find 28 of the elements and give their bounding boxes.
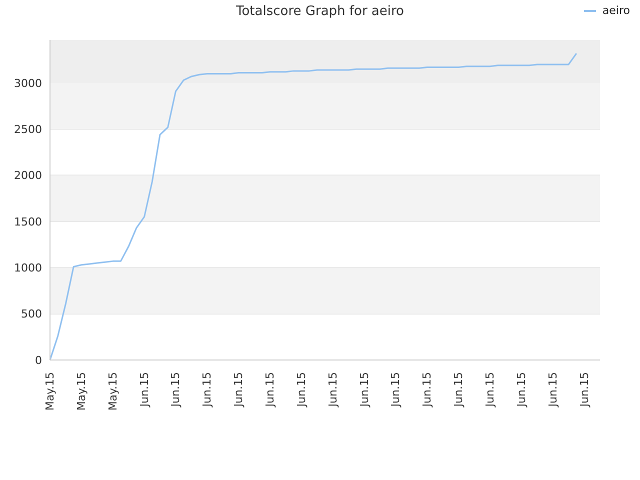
y-tick-label: 3000 <box>14 76 42 90</box>
y-tick-label: 500 <box>21 308 42 321</box>
x-tick-label: Jun.15 <box>484 372 496 408</box>
x-tick-label: Jun.15 <box>326 372 340 408</box>
y-tick-label: 1500 <box>14 215 42 228</box>
x-tick-label: Jun.15 <box>169 372 182 408</box>
x-tick-label: Jun.15 <box>264 372 276 408</box>
y-tick-label: 0 <box>35 354 42 367</box>
x-tick-label: May.15 <box>44 372 56 411</box>
x-tick-label: May.15 <box>106 372 120 411</box>
line-series <box>49 52 578 360</box>
x-tick-label: May.15 <box>74 372 88 411</box>
x-tick-label: Jun.15 <box>420 372 434 408</box>
y-tick-label: 1000 <box>14 262 42 275</box>
chart-title: Totalscore Graph for aeiro <box>236 4 404 19</box>
x-tick-label: Jun.15 <box>200 372 214 408</box>
y-tick-label: 2500 <box>14 123 42 136</box>
x-tick-label: Jun.15 <box>232 372 246 408</box>
x-tick-label: Jun.15 <box>546 372 560 408</box>
x-tick-label: Jun.15 <box>138 372 151 408</box>
x-tick-label: Jun.15 <box>358 372 371 408</box>
x-tick-label: Jun.15 <box>578 372 591 408</box>
legend-label: aeiro <box>601 4 630 17</box>
x-tick-label: Jun.15 <box>514 372 528 408</box>
x-tick-label: Jun.15 <box>389 372 402 408</box>
x-tick-label: Jun.15 <box>452 372 466 408</box>
y-tick-label: 2000 <box>14 169 42 182</box>
x-tick-label: Jun.15 <box>294 372 308 408</box>
